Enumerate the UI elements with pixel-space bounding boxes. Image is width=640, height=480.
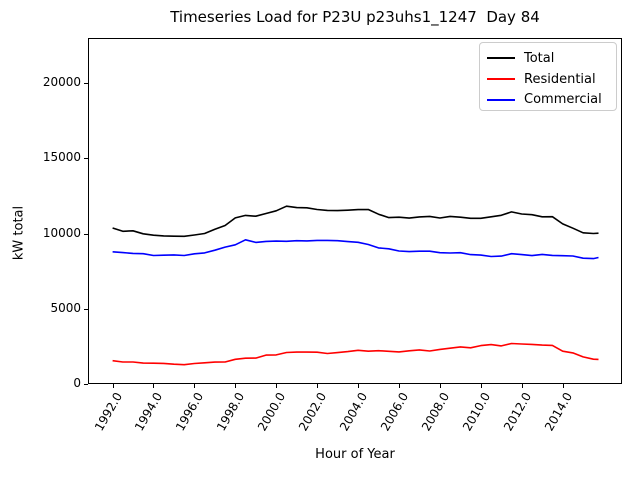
y-tick-label: 10000	[42, 225, 81, 240]
y-tick-label: 15000	[42, 150, 81, 165]
tick-marks	[84, 83, 564, 388]
legend-label: Residential	[524, 71, 596, 87]
series-line-residential	[112, 342, 599, 366]
legend-label: Commercial	[524, 92, 602, 108]
commercial-line-sample-icon	[487, 98, 515, 101]
axes-frame	[88, 38, 622, 384]
legend-item-commercial: Commercial	[487, 89, 616, 110]
legend-item-total: Total	[487, 48, 616, 69]
residential-line-sample-icon	[487, 78, 515, 80]
total-line-sample-icon	[487, 57, 515, 60]
y-tick-label: 5000	[50, 300, 81, 315]
y-tick-label: 0	[73, 376, 81, 390]
y-tick-label: 20000	[42, 75, 81, 90]
legend-label: Total	[524, 50, 555, 66]
series-line-total	[112, 205, 599, 238]
series-line-commercial	[112, 239, 599, 260]
x-axis-label: Hour of Year	[315, 447, 395, 462]
axis-tick-path	[84, 83, 564, 388]
chart-title: Timeseries Load for P23U p23uhs1_1247 Da…	[170, 8, 540, 26]
series-lines	[112, 205, 599, 366]
legend-item-residential: Residential	[487, 69, 616, 90]
legend: Total Residential Commercial	[479, 42, 617, 111]
